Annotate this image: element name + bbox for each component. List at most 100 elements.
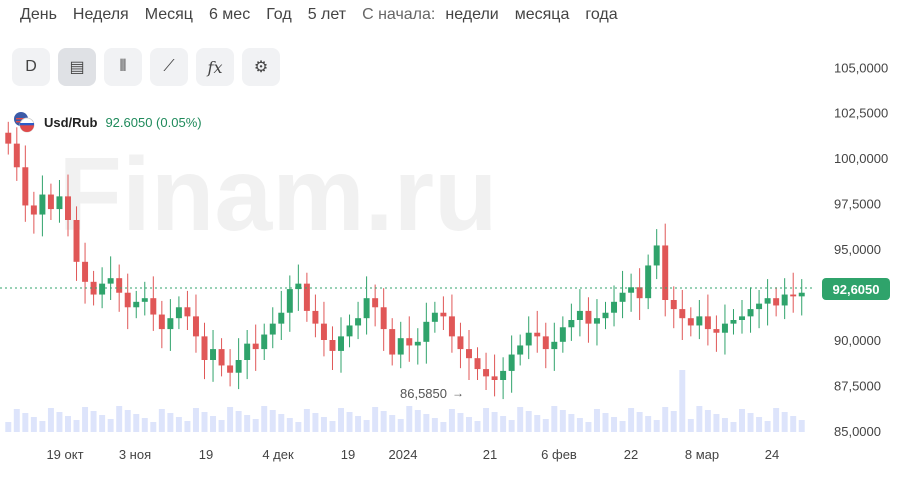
indicators-icon[interactable]: fx xyxy=(196,48,234,86)
volume-bar xyxy=(167,413,174,432)
volume-bar xyxy=(628,408,635,432)
draw-line-icon[interactable]: ⟋ xyxy=(150,48,188,86)
candle-body xyxy=(269,323,276,335)
instrument-price: 92.6050 (0.05%) xyxy=(105,114,202,130)
candle-body xyxy=(133,301,140,308)
volume-bar xyxy=(90,411,97,432)
candle-body xyxy=(65,196,71,220)
candle-body xyxy=(124,292,131,308)
volume-bar xyxy=(508,420,515,432)
candle-body xyxy=(346,325,353,337)
candle-body xyxy=(525,332,532,346)
volume-bar xyxy=(457,413,464,432)
period-6m[interactable]: 6 мес xyxy=(208,6,251,23)
candle-body xyxy=(474,358,481,370)
volume-bar xyxy=(338,408,344,432)
volume-bar xyxy=(227,407,234,432)
volume-bar xyxy=(491,412,498,432)
candle-body xyxy=(244,343,251,360)
volume-bar xyxy=(602,413,609,432)
candle-body xyxy=(457,336,464,350)
candle-body xyxy=(730,320,737,324)
volume-bar xyxy=(261,406,268,432)
chart-toolbar: D ▤ ⫴ ⟋ fx ⚙ xyxy=(12,48,280,86)
volume-bar xyxy=(329,421,336,432)
candle-body xyxy=(210,349,217,360)
volume-bar xyxy=(500,416,507,432)
candle-body xyxy=(90,281,97,295)
candle-body xyxy=(295,283,302,290)
volume-bar xyxy=(440,422,447,432)
y-tick-label: 87,5000 xyxy=(834,378,881,393)
volume-bar xyxy=(124,410,131,432)
y-tick-label: 97,5000 xyxy=(834,197,881,212)
volume-bar xyxy=(184,421,191,432)
volume-bar xyxy=(320,417,327,432)
volume-bar xyxy=(636,412,643,432)
settings-icon[interactable]: ⚙ xyxy=(242,48,280,86)
volume-bar xyxy=(619,421,626,432)
period-year[interactable]: Год xyxy=(266,6,292,23)
candle-body xyxy=(227,365,234,373)
candle-body xyxy=(414,341,421,346)
low-marker-arrow-icon: → xyxy=(452,386,464,400)
candle-body xyxy=(56,196,63,210)
candle-body xyxy=(679,309,686,319)
period-week[interactable]: Неделя xyxy=(72,6,129,23)
volume-bar xyxy=(397,419,404,432)
instrument-name: Usd/Rub xyxy=(44,114,98,130)
volume-bar xyxy=(30,417,37,432)
volume-bar xyxy=(551,406,558,432)
candle-body xyxy=(798,292,805,297)
candle-body xyxy=(662,245,669,300)
low-marker: 86,5850 xyxy=(400,386,447,401)
volume-bar xyxy=(389,415,396,432)
volume-bar xyxy=(269,410,276,432)
candle-body xyxy=(278,312,285,324)
since-label: С начала: xyxy=(362,6,436,23)
candle-body xyxy=(99,283,106,295)
candles-icon[interactable]: ⫴ xyxy=(104,48,142,86)
volume-bar xyxy=(525,411,532,432)
timeframe-d-button[interactable]: D xyxy=(12,48,50,86)
x-tick-label: 19 xyxy=(199,447,213,462)
volume-bar xyxy=(192,408,199,432)
chart-type-icon[interactable]: ▤ xyxy=(58,48,96,86)
period-5y[interactable]: 5 лет xyxy=(307,6,347,23)
volume-bar xyxy=(423,414,430,432)
since-year[interactable]: года xyxy=(585,6,618,23)
price-chart[interactable]: Finam.ru 105,0000 102,5000 100,0000 97,5000… xyxy=(0,40,902,489)
volume-bar xyxy=(210,416,217,432)
volume-bar xyxy=(303,409,310,432)
period-selector: День Неделя Месяц 6 мес Год 5 лет С нача… xyxy=(20,6,634,24)
candle-body xyxy=(73,220,80,262)
volume-bar xyxy=(670,411,677,432)
volume-bar xyxy=(764,421,771,432)
flag-icon xyxy=(12,110,36,134)
x-tick-label: 2024 xyxy=(389,447,418,462)
x-axis: 19 окт 3 ноя 19 4 дек 19 2024 21 6 фев 22 8 мар 24 xyxy=(46,447,779,462)
volume-bar xyxy=(721,418,728,432)
volume-bar xyxy=(611,417,618,432)
period-month[interactable]: Месяц xyxy=(144,6,193,23)
volume-bar xyxy=(542,419,549,432)
volume-bar xyxy=(312,413,319,432)
volume-bar xyxy=(466,417,472,432)
candle-body xyxy=(645,265,652,299)
candle-body xyxy=(653,245,660,266)
candle-body xyxy=(611,301,618,313)
volume-bar xyxy=(730,422,737,432)
volume-bars xyxy=(5,370,805,432)
volume-bar xyxy=(278,414,285,432)
candle-body xyxy=(303,283,310,311)
candle-body xyxy=(167,318,174,330)
x-tick-label: 19 окт xyxy=(46,447,83,462)
period-day[interactable]: День xyxy=(20,6,57,23)
x-tick-label: 24 xyxy=(765,447,779,462)
volume-bar xyxy=(346,412,353,432)
candle-body xyxy=(508,354,515,371)
candle-body xyxy=(175,307,182,319)
candle-body xyxy=(593,318,600,324)
since-month[interactable]: месяца xyxy=(514,6,570,23)
since-week[interactable]: недели xyxy=(445,6,499,23)
